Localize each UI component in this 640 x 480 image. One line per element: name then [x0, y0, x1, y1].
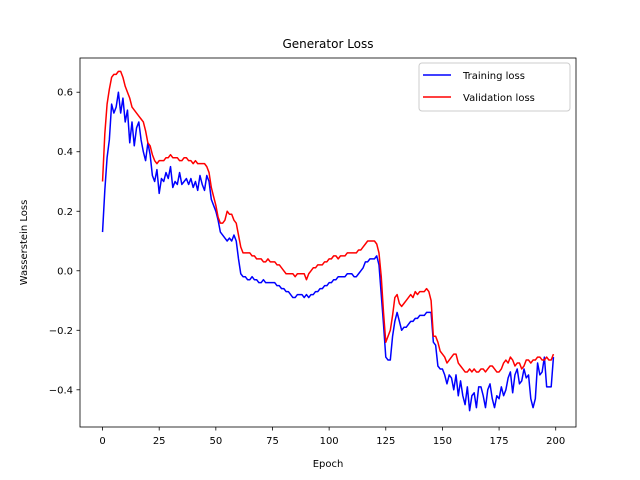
y-axis-label: Wasserstein Loss — [19, 200, 30, 286]
y-axis-ticks: −0.4 −0.2 0.0 0.2 0.4 0.6 — [49, 88, 80, 396]
series-line-validation-loss — [101, 70, 555, 373]
chart-title: Generator Loss — [282, 37, 373, 51]
legend-label-training-loss: Training loss — [462, 71, 525, 82]
legend-label-validation-loss: Validation loss — [463, 93, 535, 104]
legend: Training loss Validation loss — [418, 62, 571, 112]
y-tick-label: −0.2 — [49, 326, 73, 337]
x-tick-label: 200 — [546, 436, 565, 447]
x-tick-label: 25 — [153, 436, 166, 447]
x-tick-label: 50 — [209, 436, 222, 447]
series-layer — [101, 70, 555, 412]
x-tick-label: 75 — [266, 436, 279, 447]
x-tick-label: 125 — [376, 436, 395, 447]
series-line-training-loss — [101, 91, 555, 412]
x-tick-label: 0 — [99, 436, 105, 447]
legend-box — [418, 62, 571, 112]
x-tick-label: 100 — [320, 436, 339, 447]
x-tick-label: 150 — [433, 436, 452, 447]
y-tick-label: 0.0 — [57, 266, 73, 277]
x-axis-ticks: 0 25 50 75 100 125 150 175 200 — [99, 427, 565, 447]
x-axis-label: Epoch — [313, 459, 344, 470]
y-tick-label: −0.4 — [49, 385, 73, 396]
y-tick-label: 0.6 — [57, 88, 73, 99]
y-tick-label: 0.2 — [57, 207, 73, 218]
plot-frame — [79, 57, 577, 428]
y-tick-label: 0.4 — [57, 147, 73, 158]
x-tick-label: 175 — [490, 436, 509, 447]
